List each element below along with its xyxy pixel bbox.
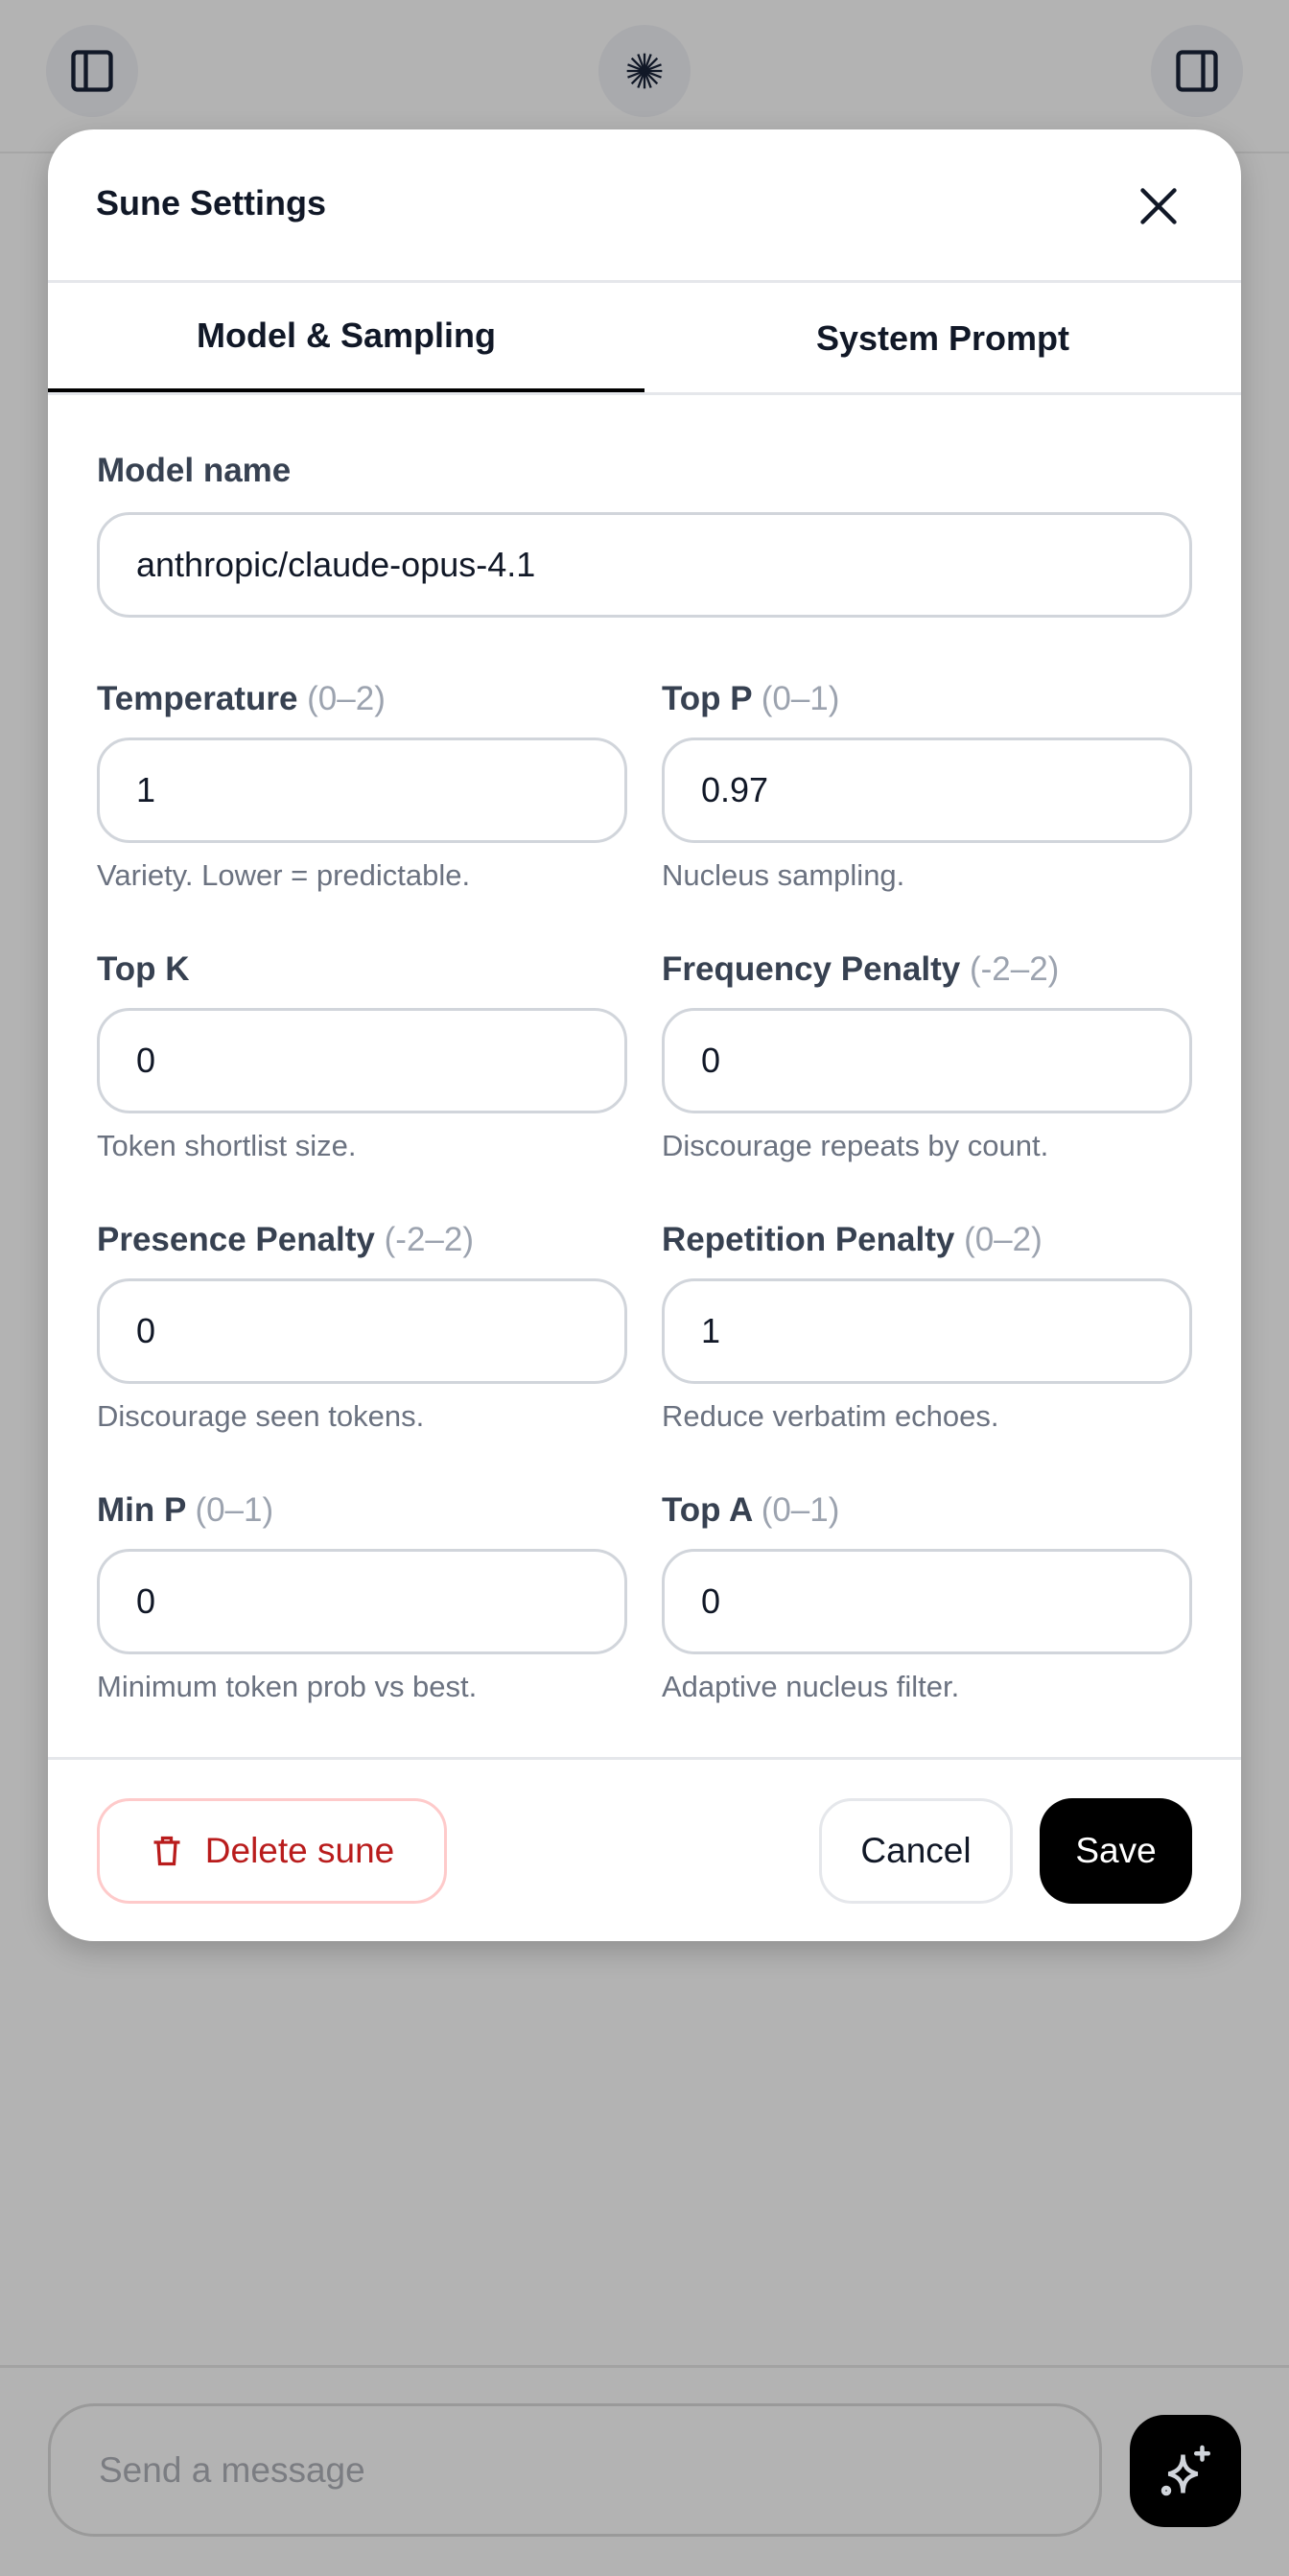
field-help: Nucleus sampling. [662,858,905,892]
sparkles-icon [1160,2445,1210,2495]
field-label-text: Repetition Penalty [662,1221,955,1258]
field-range: (-2–2) [384,1221,475,1258]
field-label-text: Top P [662,680,752,717]
field-label-text: Min P [97,1491,186,1529]
save-button[interactable]: Save [1040,1798,1192,1904]
field-label: Presence Penalty (-2–2) [97,1221,474,1259]
field-range: (0–2) [307,680,386,717]
delete-sune-button[interactable]: Delete sune [97,1798,447,1904]
starburst-logo-icon [626,53,663,89]
field-input[interactable]: 1 [97,738,627,843]
field-help: Adaptive nucleus filter. [662,1670,960,1703]
field-range: (0–1) [195,1491,274,1529]
field-label-text: Presence Penalty [97,1221,375,1258]
message-placeholder: Send a message [99,2449,365,2490]
sidebar-right-icon [1176,50,1218,92]
field-label-text: Top A [662,1491,752,1529]
tab-system-prompt[interactable]: System Prompt [815,318,1070,358]
field-input[interactable]: 0.97 [662,738,1192,843]
field-help: Variety. Lower = predictable. [97,858,471,892]
divider [48,280,1241,283]
field-range: (0–2) [964,1221,1043,1258]
divider [48,392,1241,395]
field-input[interactable]: 0 [662,1008,1192,1113]
field-label: Top K [97,950,190,989]
field-input[interactable]: 0 [97,1549,627,1654]
composer-divider [0,2365,1289,2368]
field-label-text: Frequency Penalty [662,950,961,988]
field-range: (-2–2) [969,950,1060,988]
modal-title: Sune Settings [96,183,327,222]
cancel-button[interactable]: Cancel [819,1798,1013,1904]
toggle-left-sidebar-button[interactable] [46,25,138,117]
delete-sune-label: Delete sune [204,1831,395,1870]
field-label-text: Temperature [97,680,298,717]
logo-button[interactable] [598,25,691,117]
field-input[interactable]: 0 [97,1008,627,1113]
field-label: Top P (0–1) [662,680,839,718]
model-name-input[interactable]: anthropic/claude-opus-4.1 [97,512,1192,618]
field-input[interactable]: 0 [97,1278,627,1384]
field-label: Frequency Penalty (-2–2) [662,950,1059,989]
field-label: Min P (0–1) [97,1491,273,1530]
close-icon[interactable] [1137,185,1180,227]
message-input[interactable]: Send a message [48,2403,1102,2537]
sidebar-left-icon [71,50,113,92]
settings-modal: Sune Settings Model & Sampling System Pr… [48,129,1241,1941]
field-label: Temperature (0–2) [97,680,386,718]
field-input[interactable]: 1 [662,1278,1192,1384]
field-label: Top A (0–1) [662,1491,839,1530]
field-help: Discourage seen tokens. [97,1399,425,1433]
field-help: Token shortlist size. [97,1129,357,1162]
send-button[interactable] [1130,2415,1241,2527]
tab-model-sampling[interactable]: Model & Sampling [48,283,644,394]
field-input[interactable]: 0 [662,1549,1192,1654]
toggle-right-sidebar-button[interactable] [1151,25,1243,117]
field-label-text: Top K [97,950,190,988]
field-help: Reduce verbatim echoes. [662,1399,999,1433]
field-range: (0–1) [761,1491,840,1529]
footer-divider [48,1757,1241,1760]
trash-icon [153,1836,180,1866]
model-name-label: Model name [97,452,292,489]
field-help: Minimum token prob vs best. [97,1670,478,1703]
field-help: Discourage repeats by count. [662,1129,1049,1162]
field-range: (0–1) [761,680,840,717]
field-label: Repetition Penalty (0–2) [662,1221,1043,1259]
